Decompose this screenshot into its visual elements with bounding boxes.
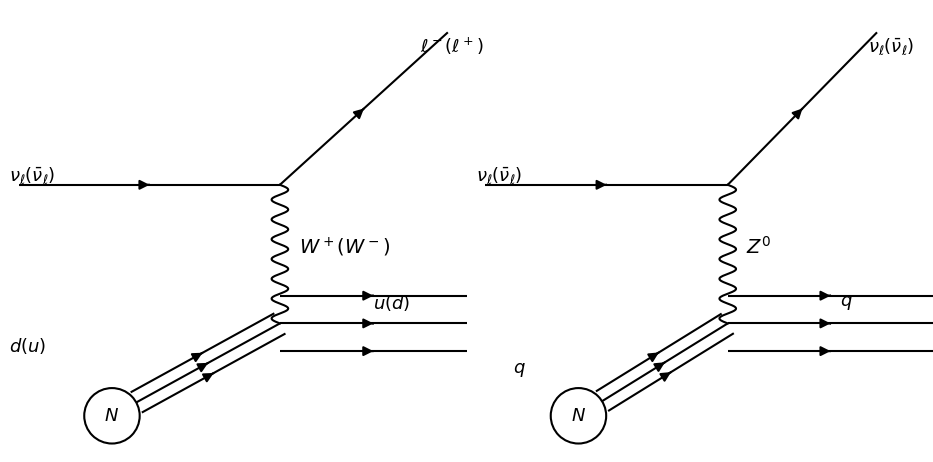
Text: $\nu_\ell(\bar{\nu}_\ell)$: $\nu_\ell(\bar{\nu}_\ell)$ [476,165,522,186]
Text: $W^+(W^-)$: $W^+(W^-)$ [299,236,390,259]
Text: $q$: $q$ [513,361,526,378]
Text: $Z^0$: $Z^0$ [746,236,772,258]
Text: $\nu_\ell(\bar{\nu}_\ell)$: $\nu_\ell(\bar{\nu}_\ell)$ [9,165,55,186]
Text: $q$: $q$ [840,294,853,311]
Text: $N$: $N$ [571,407,586,425]
Text: $\nu_\ell(\bar{\nu}_\ell)$: $\nu_\ell(\bar{\nu}_\ell)$ [868,36,913,57]
Text: $\ell^-(\ell^+)$: $\ell^-(\ell^+)$ [420,36,484,57]
Text: $N$: $N$ [104,407,119,425]
Text: $u(d)$: $u(d)$ [373,292,411,313]
Text: $d(u)$: $d(u)$ [9,336,47,357]
